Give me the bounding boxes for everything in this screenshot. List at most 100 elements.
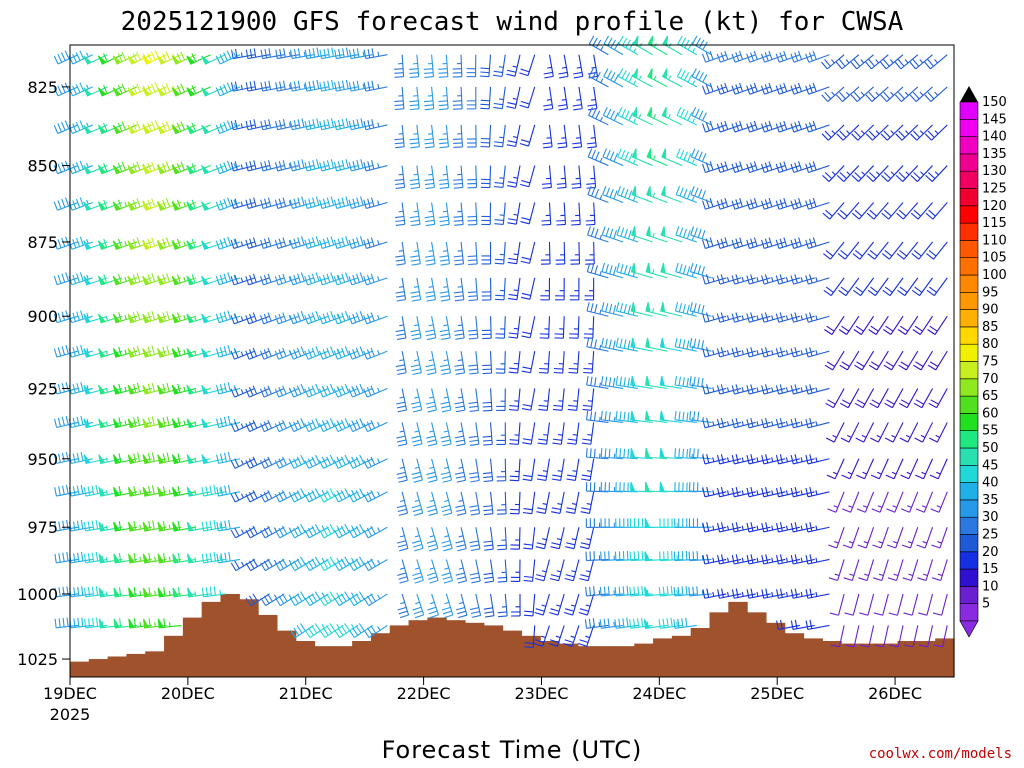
wind-barb <box>426 527 439 552</box>
wind-barb <box>397 559 409 584</box>
wind-barb <box>646 107 668 126</box>
wind-barb <box>83 418 108 429</box>
wind-barb <box>579 527 595 550</box>
wind-barb <box>186 122 211 135</box>
wind-barb <box>572 124 583 149</box>
wind-barb <box>289 418 314 433</box>
wind-barb <box>587 186 609 204</box>
colorbar-label: 10 <box>982 579 999 594</box>
wind-barb <box>171 383 197 395</box>
wind-barb <box>850 86 874 102</box>
wind-barb <box>348 488 373 503</box>
wind-barb <box>632 107 653 126</box>
wind-barb <box>426 559 439 584</box>
wind-barb <box>903 593 919 616</box>
terrain-bar <box>841 643 861 677</box>
wind-barb <box>348 418 373 433</box>
wind-barb <box>289 383 314 398</box>
wind-barb <box>823 277 845 297</box>
wind-barb <box>172 486 196 497</box>
colorbar-swatch <box>959 136 979 155</box>
wind-barb <box>880 124 904 141</box>
wind-barb <box>900 458 919 480</box>
y-tick-label: 850 <box>27 157 58 176</box>
wind-barb <box>853 315 875 335</box>
x-tick-label: 24DEC <box>632 684 686 703</box>
wind-barb <box>397 593 410 619</box>
wind-barb <box>455 593 468 619</box>
wind-barb <box>645 337 668 352</box>
wind-barb <box>410 277 422 302</box>
wind-barb <box>925 165 948 182</box>
wind-barb <box>410 316 422 341</box>
wind-barb <box>348 196 373 209</box>
wind-barb <box>572 86 583 111</box>
wind-barb <box>805 522 830 533</box>
wind-barb <box>870 422 889 443</box>
wind-barb <box>582 388 595 411</box>
colorbar-label: 80 <box>982 337 999 352</box>
wind-barb <box>260 558 285 572</box>
plot-area <box>53 35 955 678</box>
wind-barb <box>171 238 197 250</box>
wind-barb <box>909 86 933 102</box>
wind-barb <box>467 165 478 189</box>
wind-barb <box>828 527 845 549</box>
wind-barb <box>157 416 182 429</box>
y-tick-label: 1000 <box>17 585 58 604</box>
wind-barb <box>535 559 550 582</box>
wind-barb <box>83 124 108 135</box>
wind-barb <box>579 559 595 582</box>
wind-barb <box>690 186 712 204</box>
wind-barb <box>645 226 668 243</box>
wind-barb <box>836 124 860 141</box>
wind-barb <box>852 241 875 260</box>
wind-barb <box>563 593 580 616</box>
wind-barb <box>895 124 919 141</box>
wind-barb <box>868 315 889 335</box>
wind-barb <box>438 165 450 189</box>
wind-barb <box>230 387 256 398</box>
wind-barb <box>186 454 211 465</box>
terrain-bar <box>728 601 748 677</box>
wind-barb <box>805 312 830 323</box>
wind-barb <box>245 419 270 433</box>
wind-barb <box>882 277 904 297</box>
wind-barb <box>497 593 508 618</box>
wind-barb <box>425 351 437 376</box>
wind-barb <box>186 163 211 175</box>
wind-barb <box>825 422 845 443</box>
wind-barb <box>585 448 609 460</box>
colorbar-label: 75 <box>982 355 999 370</box>
wind-barb <box>83 54 108 65</box>
wind-barb <box>910 124 933 141</box>
wind-barb <box>692 35 712 56</box>
wind-barb <box>171 83 197 97</box>
wind-barb <box>440 388 452 413</box>
wind-barb <box>840 388 860 409</box>
wind-barb <box>494 165 506 188</box>
wind-barb <box>885 458 904 480</box>
terrain-bar <box>859 643 880 677</box>
colorbar-label: 105 <box>982 251 1007 266</box>
wind-barb <box>68 382 93 395</box>
wind-barb <box>467 277 479 302</box>
wind-barb <box>363 593 388 607</box>
wind-barb <box>112 312 138 324</box>
colorbar-label: 40 <box>982 476 999 491</box>
wind-barb <box>898 388 919 409</box>
wind-barb <box>909 54 933 70</box>
wind-barb <box>896 241 919 260</box>
wind-barb <box>481 202 492 226</box>
wind-barb <box>915 458 934 480</box>
wind-barb <box>674 410 697 423</box>
wind-barb <box>113 552 138 564</box>
wind-barb <box>396 388 408 413</box>
wind-barb <box>333 454 359 469</box>
wind-barb <box>409 86 420 111</box>
wind-barb <box>495 351 506 374</box>
colorbar-label: 5 <box>982 597 990 612</box>
wind-barb <box>924 86 948 102</box>
wind-barb <box>631 148 653 167</box>
